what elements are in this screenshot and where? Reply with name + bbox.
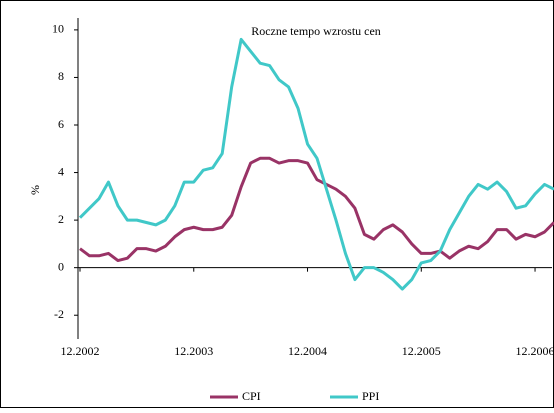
line-series	[79, 156, 554, 263]
y-tick-label: 4	[58, 164, 64, 178]
y-tick-label: 6	[58, 117, 64, 131]
chart-title: Roczne tempo wzrostu cen	[251, 24, 381, 38]
y-axis-label: %	[28, 185, 42, 195]
legend-label: CPI	[242, 389, 261, 403]
x-tick-label: 12.2005	[402, 344, 441, 358]
y-tick-label: -2	[54, 307, 64, 321]
y-tick-label: 2	[58, 212, 64, 226]
y-tick-label: 8	[58, 69, 64, 83]
x-tick-label: 12.2006	[516, 344, 554, 358]
y-tick-label: 0	[58, 259, 64, 273]
x-tick-label: 12.2003	[174, 344, 213, 358]
legend-label: PPI	[362, 389, 379, 403]
y-tick-label: 10	[52, 22, 64, 36]
x-tick-label: 12.2002	[61, 344, 100, 358]
line-series	[78, 37, 554, 291]
x-tick-label: 12.2004	[288, 344, 327, 358]
